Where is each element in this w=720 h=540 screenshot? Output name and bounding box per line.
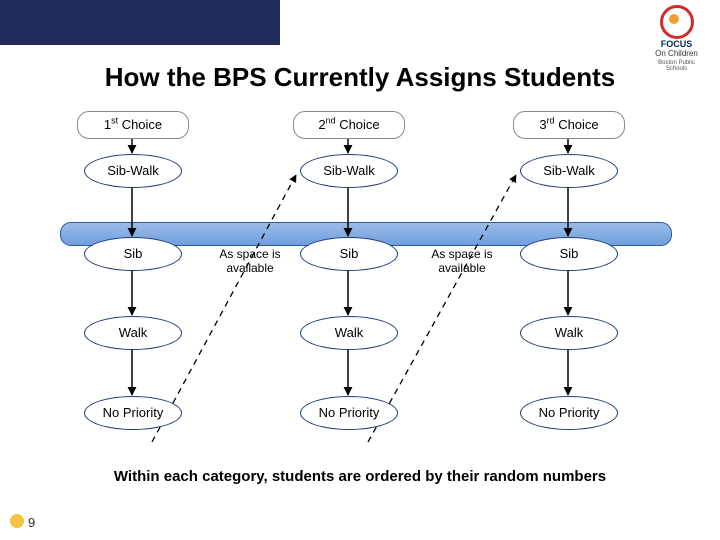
space-annotation: As space is available <box>215 248 285 276</box>
priority-node: Walk <box>84 316 182 350</box>
title-accent-bar <box>0 0 280 45</box>
page-number: 9 <box>28 515 35 530</box>
priority-node: Sib-Walk <box>84 154 182 188</box>
priority-node: No Priority <box>300 396 398 430</box>
accent-dot-icon <box>10 514 24 528</box>
diagram: 1st Choice 2nd Choice 3rd Choice Sib-Walk Si… <box>0 104 720 484</box>
priority-node: Sib <box>300 237 398 271</box>
priority-node: No Priority <box>84 396 182 430</box>
logo-line2: On Children <box>649 50 704 59</box>
priority-node: Sib <box>520 237 618 271</box>
slide: FOCUS On Children Boston Public Schools … <box>0 0 720 540</box>
logo-ring-icon <box>660 5 694 39</box>
priority-node: Sib-Walk <box>300 154 398 188</box>
priority-node: Sib <box>84 237 182 271</box>
column-header: 3rd Choice <box>513 111 625 139</box>
space-annotation: As space is available <box>427 248 497 276</box>
priority-node: Sib-Walk <box>520 154 618 188</box>
column-header: 1st Choice <box>77 111 189 139</box>
footer-note: Within each category, students are order… <box>0 468 720 485</box>
column-header: 2nd Choice <box>293 111 405 139</box>
priority-node: Walk <box>300 316 398 350</box>
priority-node: No Priority <box>520 396 618 430</box>
page-title: How the BPS Currently Assigns Students <box>0 62 720 93</box>
priority-node: Walk <box>520 316 618 350</box>
